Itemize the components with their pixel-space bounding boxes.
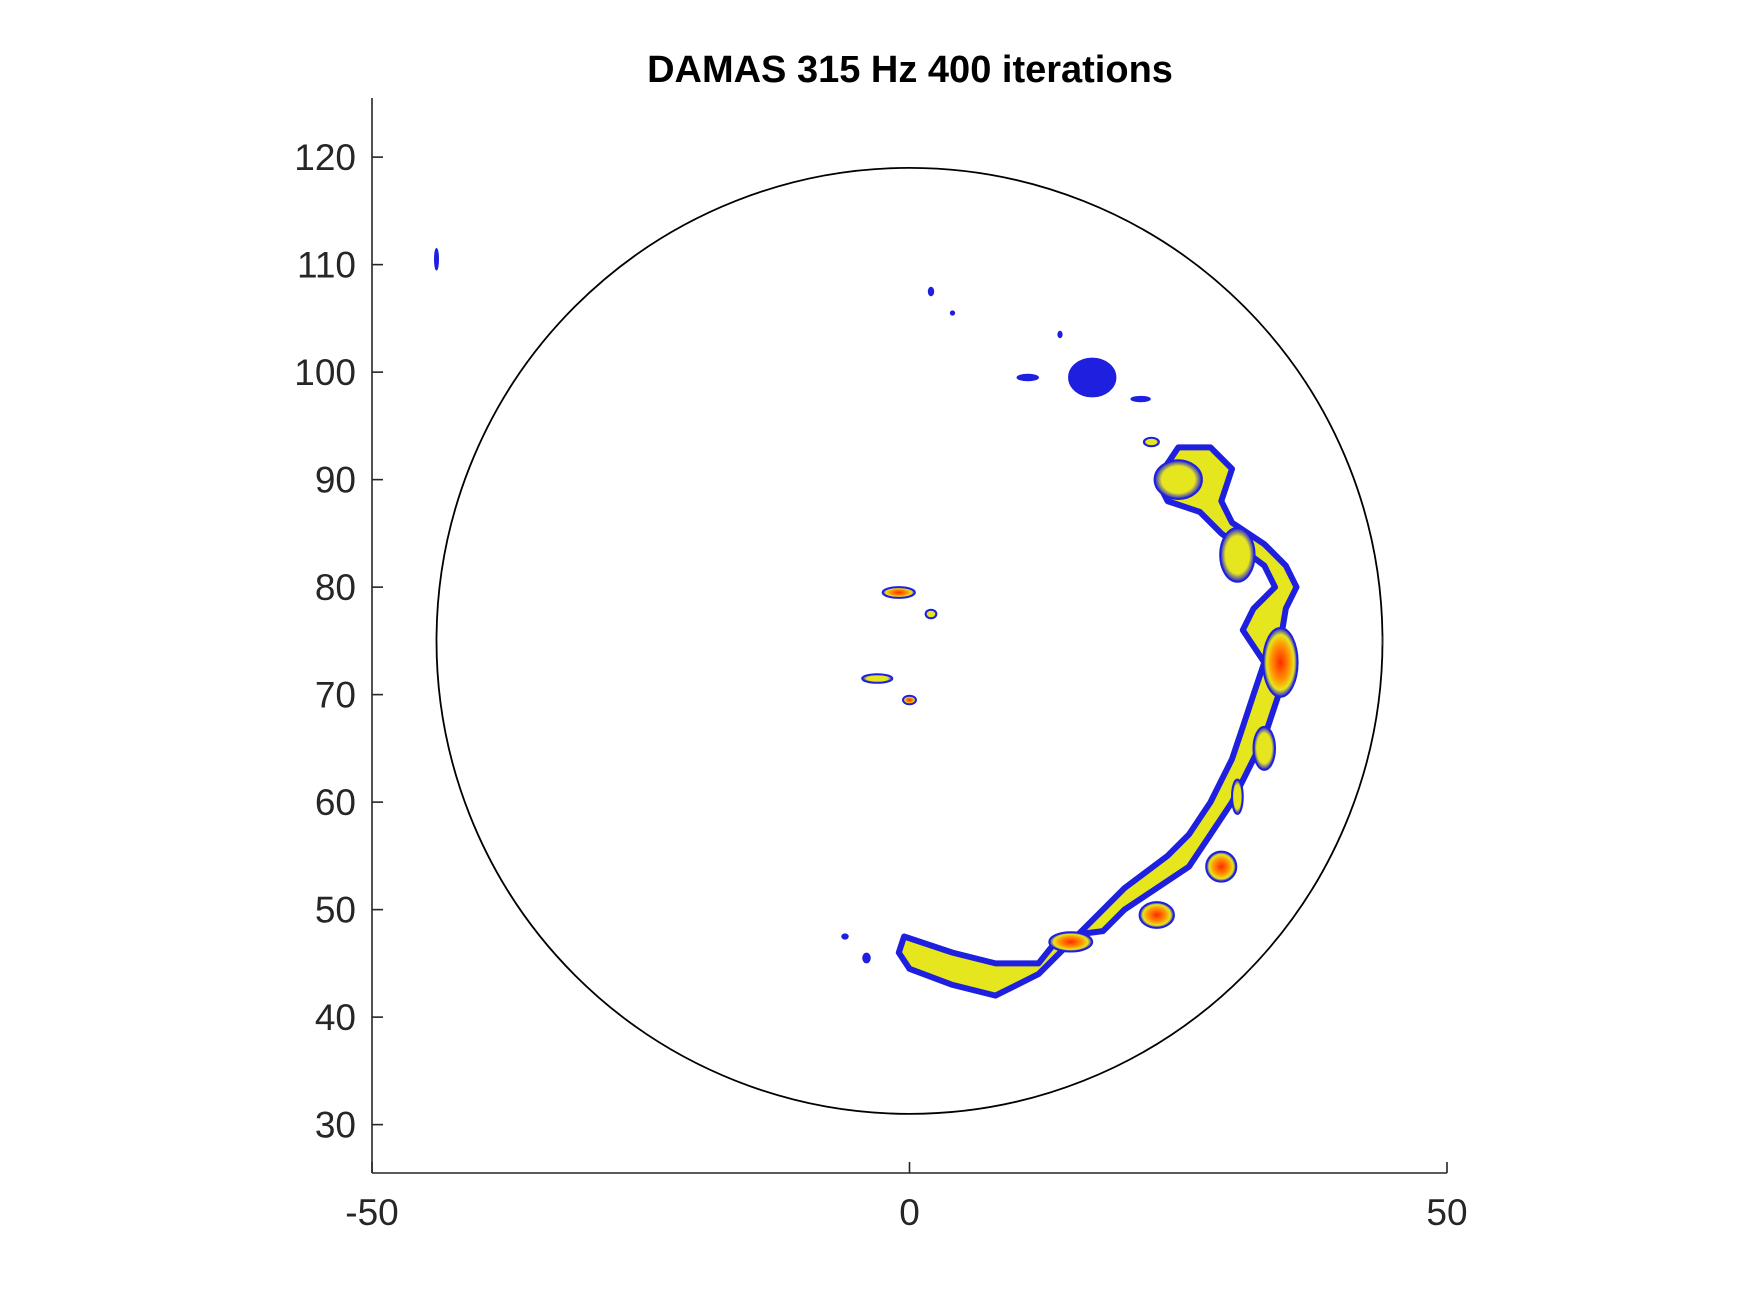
source-band <box>895 444 1300 999</box>
y-tick-label: 70 <box>315 675 356 716</box>
plot-area <box>434 166 1384 1115</box>
x-tick-label: 0 <box>899 1192 920 1233</box>
y-tick-label: 90 <box>315 460 356 501</box>
source-blob-5 <box>1153 459 1203 500</box>
y-axis-ticks: 30 40 50 60 70 80 90 100 110 120 <box>294 137 383 1146</box>
source-blob-9 <box>881 586 916 599</box>
y-tick-label: 100 <box>294 352 356 393</box>
source-blob-14 <box>1016 373 1039 382</box>
source-blob-18 <box>1057 330 1063 339</box>
source-blob-16 <box>927 286 935 297</box>
y-tick-label: 50 <box>315 890 356 931</box>
source-blob-7 <box>1231 778 1244 815</box>
axes: -50 0 50 30 40 50 60 70 80 90 100 110 120 <box>294 98 1468 1233</box>
source-blob-6 <box>1219 527 1256 583</box>
x-axis-ticks: -50 0 50 <box>345 1162 1468 1233</box>
source-map-layer <box>434 248 1300 999</box>
y-tick-label: 30 <box>315 1105 356 1146</box>
chart-title: DAMAS 315 Hz 400 iterations <box>647 49 1173 91</box>
source-blob-21 <box>841 933 849 940</box>
y-tick-label: 80 <box>315 567 356 608</box>
source-blob-11 <box>861 673 894 684</box>
source-blob-17 <box>949 310 956 316</box>
source-blob-1 <box>1262 626 1299 698</box>
y-tick-label: 110 <box>297 245 356 286</box>
source-blob-22 <box>862 952 871 964</box>
source-blob-15 <box>1130 395 1151 403</box>
source-blob-13 <box>1068 357 1117 398</box>
source-blob-8 <box>1252 725 1276 771</box>
source-blob-2 <box>1205 850 1238 883</box>
x-tick-label: 50 <box>1426 1192 1467 1233</box>
y-tick-label: 60 <box>315 782 356 823</box>
x-tick-label: -50 <box>345 1192 398 1233</box>
source-blob-20 <box>434 248 439 271</box>
source-blob-19 <box>1142 436 1160 448</box>
source-blob-12 <box>902 694 917 706</box>
y-tick-label: 40 <box>315 997 356 1038</box>
source-blob-4 <box>1048 931 1094 953</box>
y-tick-label: 120 <box>294 137 356 178</box>
source-blob-10 <box>924 608 938 620</box>
source-blob-3 <box>1138 901 1175 929</box>
